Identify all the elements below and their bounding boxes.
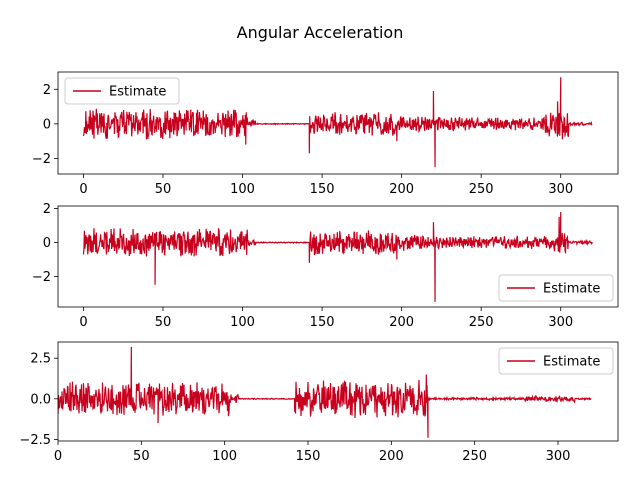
x-tick-label: 50 (133, 449, 150, 464)
estimate-series-line (82, 77, 593, 168)
x-tick-label: 50 (155, 182, 172, 197)
y-tick-label: 0 (43, 117, 51, 132)
y-tick-label: −2.5 (19, 433, 51, 448)
x-tick-label: 100 (212, 449, 237, 464)
legend: Estimate (498, 274, 614, 302)
x-tick-label: 200 (389, 315, 414, 330)
legend-label: Estimate (543, 355, 600, 370)
x-tick-label: 50 (155, 315, 172, 330)
axes-frame (57, 71, 619, 175)
x-tick-label: 250 (462, 449, 487, 464)
legend-label: Estimate (543, 282, 600, 297)
legend-box (498, 347, 614, 375)
subplot-2: 0 50 100 150 200 250 300 2 0 −2 Estimate (32, 202, 619, 330)
axes-frame (57, 341, 619, 442)
x-tick-label: 250 (469, 182, 494, 197)
x-tick-label: 150 (296, 449, 321, 464)
legend-label: Estimate (109, 85, 166, 100)
x-tick-label: 300 (548, 182, 573, 197)
y-tick-label: 0.0 (30, 392, 51, 407)
x-tick-label: 250 (469, 315, 494, 330)
y-tick-label: 2 (43, 202, 51, 217)
legend: Estimate (498, 347, 614, 375)
x-tick-label: 0 (79, 315, 87, 330)
axes-frame (57, 205, 619, 308)
x-tick-label: 300 (548, 315, 573, 330)
subplot-1: 0 50 100 150 200 250 300 2 0 −2 Estimate (32, 71, 619, 197)
x-tick-label: 100 (230, 182, 255, 197)
legend-box (498, 274, 614, 302)
y-tick-label: 0 (43, 236, 51, 251)
x-tick-label: 200 (389, 182, 414, 197)
x-tick-label: 300 (546, 449, 571, 464)
x-tick-label: 0 (54, 449, 62, 464)
y-tick-label: 2 (43, 83, 51, 98)
estimate-series-line (58, 346, 592, 438)
x-tick-label: 100 (230, 315, 255, 330)
x-tick-label: 150 (310, 315, 335, 330)
x-tick-label: 200 (379, 449, 404, 464)
y-tick-label: −2 (32, 270, 51, 285)
x-tick-label: 150 (310, 182, 335, 197)
y-tick-label: 2.5 (30, 352, 51, 367)
y-tick-label: −2 (32, 152, 51, 167)
legend: Estimate (64, 77, 180, 105)
x-tick-label: 0 (79, 182, 87, 197)
figure-title: Angular Acceleration (237, 23, 404, 42)
legend-box (64, 77, 180, 105)
subplot-3: 0 50 100 150 200 250 300 2.5 0.0 −2.5 Estimate (19, 341, 619, 464)
estimate-series-line (82, 211, 593, 302)
